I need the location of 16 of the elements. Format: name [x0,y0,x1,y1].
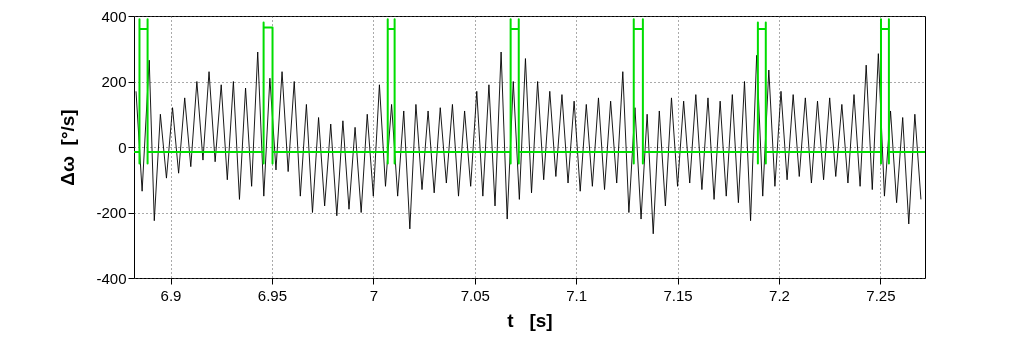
x-tick-label: 6.95 [257,286,288,304]
x-tick-label: 7.05 [460,286,490,304]
x-tick-label: 7.2 [769,286,790,304]
line-series [134,18,925,165]
y-tick-label: -400 [96,269,127,287]
x-axis-title: t [s] [507,309,553,331]
y-tick-label: 0 [118,138,127,156]
x-tick-label: 6.9 [160,286,182,304]
x-tick-label: 7 [369,286,378,304]
x-tick-label: 7.25 [866,286,896,304]
x-tick-label: 7.1 [566,286,588,304]
y-axis-title: Δω [°/s] [57,109,79,186]
x-tick-label: 7.15 [663,286,693,304]
y-tick-label: -200 [96,204,127,221]
y-tick-label: 400 [101,7,127,25]
y-tick-label: 200 [101,73,127,90]
